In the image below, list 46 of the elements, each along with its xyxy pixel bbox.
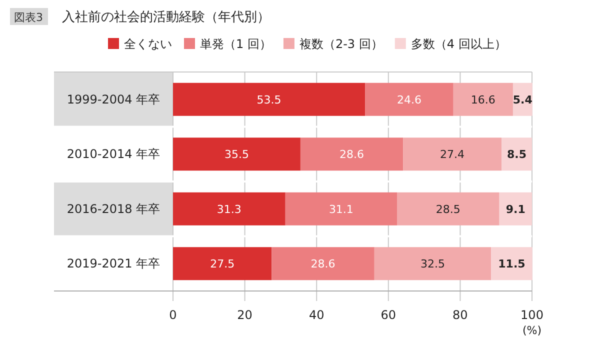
x-tick-label: 100 xyxy=(520,308,544,322)
data-label: 8.5 xyxy=(506,148,526,162)
data-label: 32.5 xyxy=(420,258,445,271)
data-label: 24.6 xyxy=(396,93,422,106)
y-tick-label: 1999-2004 年卒 xyxy=(66,92,160,106)
y-tick-label: 2019-2021 年卒 xyxy=(66,256,160,271)
data-label: 9.1 xyxy=(506,202,526,216)
bar xyxy=(501,138,532,171)
data-label: 28.6 xyxy=(340,148,364,162)
data-label: 28.5 xyxy=(436,202,460,216)
data-label: 28.6 xyxy=(310,258,336,271)
legend-label: 複数（2-3 回） xyxy=(299,37,383,51)
data-label: 11.5 xyxy=(498,258,526,271)
data-label: 53.5 xyxy=(256,93,282,106)
x-axis-title: (%) xyxy=(522,324,542,337)
bar xyxy=(453,82,513,116)
x-tick-label: 0 xyxy=(169,308,177,322)
bar xyxy=(300,138,404,171)
data-label: 31.1 xyxy=(328,202,354,216)
data-label: 27.4 xyxy=(440,148,465,162)
bar xyxy=(173,247,272,280)
x-tick-label: 80 xyxy=(452,308,468,322)
legend-label: 全くない xyxy=(124,37,172,51)
data-label: 5.4 xyxy=(512,93,533,106)
bar xyxy=(491,247,532,280)
bar xyxy=(173,138,300,171)
y-tick-label: 2010-2014 年卒 xyxy=(66,147,160,162)
x-tick-label: 60 xyxy=(380,308,396,322)
chart-title: 入社前の社会的活動経験（年代別） xyxy=(62,10,270,25)
data-label: 31.3 xyxy=(216,202,242,216)
bar xyxy=(272,247,374,280)
data-label: 27.5 xyxy=(210,258,235,271)
bar xyxy=(499,192,532,226)
legend-label: 単発（1 回） xyxy=(200,37,272,51)
legend-label: 多数（4 回以上） xyxy=(410,37,506,51)
annotation: 図表3 xyxy=(10,8,48,25)
bar xyxy=(365,82,454,116)
bar xyxy=(285,192,398,226)
data-label: 35.5 xyxy=(224,148,249,162)
bar xyxy=(397,192,500,226)
bar xyxy=(403,138,502,171)
y-tick-label: 2016-2018 年卒 xyxy=(66,202,160,216)
bar xyxy=(374,247,492,280)
x-tick-label: 20 xyxy=(237,308,252,322)
data-label: 16.6 xyxy=(470,93,496,106)
x-tick-label: 40 xyxy=(308,308,324,322)
